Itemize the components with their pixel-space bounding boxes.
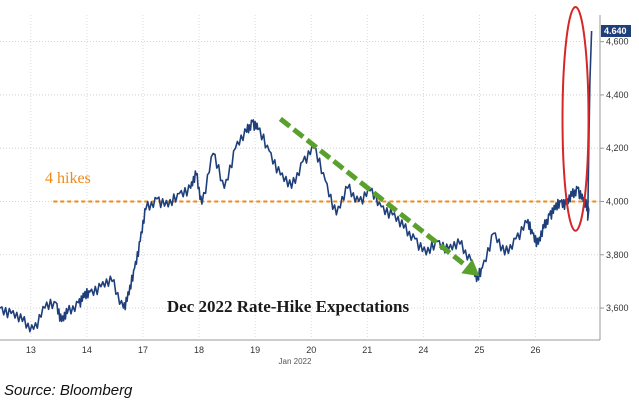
last-value-label: 4.640 [604, 26, 627, 36]
series-line [0, 30, 593, 333]
x-tick-label: 21 [362, 345, 372, 355]
x-tick-label: 13 [26, 345, 36, 355]
gridlines [0, 15, 604, 341]
x-tick-label: 20 [306, 345, 316, 355]
y-tick-label: 4,000 [606, 196, 629, 206]
y-tick-label: 4,400 [606, 90, 629, 100]
x-tick-label: 24 [418, 345, 428, 355]
x-tick-label: 17 [138, 345, 148, 355]
x-tick-label: 19 [250, 345, 260, 355]
y-tick-label: 4,600 [606, 37, 629, 47]
x-tick-label: 26 [531, 345, 541, 355]
series-layer [0, 30, 593, 333]
trend-arrow-head [461, 259, 480, 277]
axis-layer: Dec 2022 Rate-Hike Expectations 4 hikes … [26, 24, 631, 366]
overlay-layer [278, 6, 590, 277]
x-tick-label: 14 [82, 345, 92, 355]
chart-background [0, 0, 639, 370]
y-tick-label: 3,800 [606, 250, 629, 260]
x-tick-label: 25 [474, 345, 484, 355]
chart-canvas: Dec 2022 Rate-Hike Expectations 4 hikes … [0, 0, 639, 370]
reference-line-label: 4 hikes [45, 170, 91, 187]
y-tick-label: 4,200 [606, 143, 629, 153]
chart-title: Dec 2022 Rate-Hike Expectations [167, 297, 410, 316]
source-caption: Source: Bloomberg [4, 382, 133, 399]
chart: Dec 2022 Rate-Hike Expectations 4 hikes … [0, 0, 639, 370]
trend-arrow-shaft [278, 116, 473, 273]
last-value-tag [601, 24, 631, 37]
x-tick-label: 18 [194, 345, 204, 355]
x-axis-label: Jan 2022 [279, 357, 312, 366]
y-tick-label: 3,600 [606, 303, 629, 313]
highlight-ellipse [561, 6, 590, 232]
